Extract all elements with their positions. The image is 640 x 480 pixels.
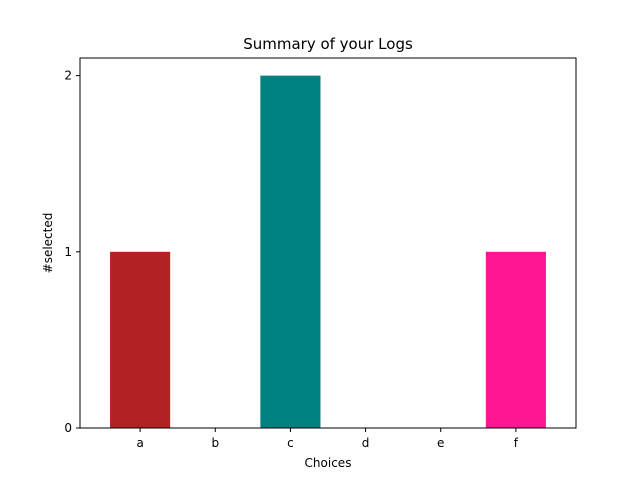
x-tick-label-c: c: [287, 436, 294, 450]
x-tick-label-f: f: [514, 436, 519, 450]
y-tick-label-1: 1: [64, 245, 72, 259]
x-tick-label-d: d: [362, 436, 370, 450]
bar-c: [260, 75, 321, 428]
bars-group: [110, 75, 546, 428]
y-tick-label-2: 2: [64, 69, 72, 83]
x-tick-label-b: b: [211, 436, 219, 450]
y-tick-label-0: 0: [64, 421, 72, 435]
chart-title: Summary of your Logs: [243, 35, 413, 53]
bar-a: [110, 251, 171, 428]
y-axis-ticks: 0 1 2: [64, 69, 80, 435]
bar-f: [485, 251, 546, 428]
x-axis-label: Choices: [305, 456, 352, 470]
x-axis-ticks: a b c d e f: [136, 428, 519, 450]
y-axis-label: #selected: [41, 213, 55, 274]
x-tick-label-e: e: [437, 436, 444, 450]
x-tick-label-a: a: [136, 436, 143, 450]
plot-frame: [79, 57, 577, 429]
